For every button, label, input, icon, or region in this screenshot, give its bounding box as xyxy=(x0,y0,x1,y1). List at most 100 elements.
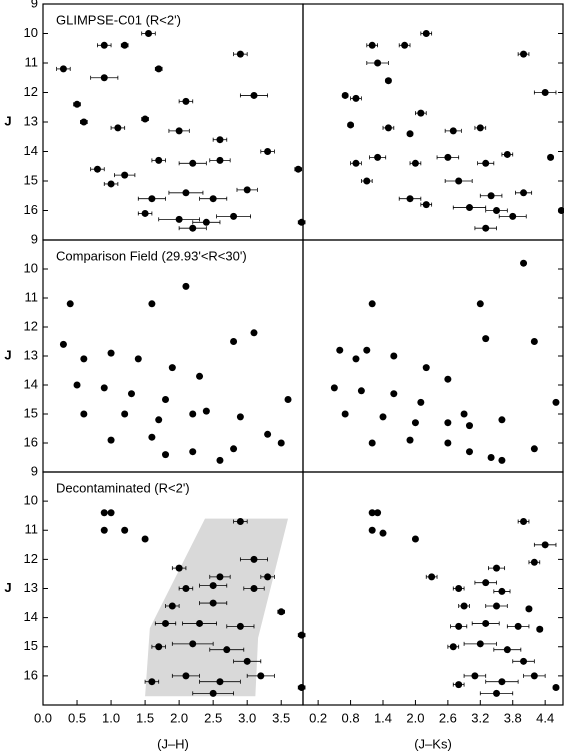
data-point xyxy=(336,346,344,354)
data-point xyxy=(107,436,115,444)
data-point xyxy=(487,192,495,200)
y-tick-label: 14 xyxy=(24,143,38,158)
data-point xyxy=(189,224,197,232)
data-point xyxy=(216,456,224,464)
data-point xyxy=(182,672,190,680)
data-point xyxy=(236,518,244,526)
x-tick-label: 1.4 xyxy=(374,710,392,725)
data-point xyxy=(482,224,490,232)
data-point xyxy=(196,619,204,627)
data-point xyxy=(406,195,414,203)
data-point xyxy=(121,526,129,534)
data-point xyxy=(155,643,163,651)
y-tick-label: 9 xyxy=(31,231,38,246)
data-point xyxy=(298,631,306,639)
data-point xyxy=(155,416,163,424)
y-tick-label: 15 xyxy=(24,405,38,420)
data-point xyxy=(175,564,183,572)
data-point xyxy=(530,672,538,680)
data-point xyxy=(80,118,88,126)
data-point xyxy=(347,121,355,129)
y-tick-label: 9 xyxy=(31,0,38,10)
data-point xyxy=(417,398,425,406)
data-point xyxy=(144,30,152,37)
data-point xyxy=(465,422,473,430)
data-point xyxy=(80,410,88,418)
data-point xyxy=(530,445,538,453)
x-tick-label: 2.6 xyxy=(439,710,457,725)
data-point xyxy=(428,573,436,581)
data-point xyxy=(59,65,67,73)
data-point xyxy=(384,77,392,85)
x-tick-label: 0.0 xyxy=(34,710,52,725)
data-point xyxy=(341,410,349,418)
x-axis-label: (J–H) xyxy=(157,736,189,751)
data-point xyxy=(148,300,156,308)
data-point xyxy=(390,390,398,398)
data-point xyxy=(503,150,511,158)
data-point xyxy=(357,387,365,395)
data-point xyxy=(352,355,360,363)
data-point xyxy=(127,390,135,398)
data-point xyxy=(352,159,360,167)
data-point xyxy=(264,430,272,438)
data-point xyxy=(100,41,108,49)
data-point xyxy=(162,396,170,403)
y-tick-label: 11 xyxy=(25,54,39,69)
y-tick-label: 15 xyxy=(24,638,38,653)
data-point xyxy=(352,94,360,102)
data-point xyxy=(243,186,251,194)
data-point xyxy=(406,436,414,444)
x-tick-label: 0.8 xyxy=(342,710,360,725)
data-point xyxy=(374,59,382,67)
data-point xyxy=(465,204,473,212)
data-point xyxy=(330,384,338,392)
data-point xyxy=(189,448,197,456)
data-point xyxy=(236,50,244,58)
data-point xyxy=(216,156,224,164)
data-point xyxy=(520,189,528,197)
data-point xyxy=(465,448,473,456)
y-tick-label: 10 xyxy=(24,25,38,40)
data-point xyxy=(449,127,457,135)
y-tick-label: 10 xyxy=(24,260,38,275)
y-tick-label: 9 xyxy=(31,463,38,478)
plot-frame xyxy=(302,3,564,241)
data-point xyxy=(264,148,272,155)
data-point xyxy=(514,622,522,630)
data-point xyxy=(298,684,306,692)
data-point xyxy=(487,454,495,461)
data-point xyxy=(100,509,108,517)
data-point xyxy=(209,195,217,203)
data-point xyxy=(471,672,479,680)
y-axis-label: J xyxy=(4,113,11,128)
y-tick-label: 12 xyxy=(24,84,38,99)
data-point xyxy=(541,541,549,549)
data-point xyxy=(552,398,560,406)
data-point xyxy=(250,585,258,592)
y-tick-label: 12 xyxy=(24,318,38,333)
data-point xyxy=(148,195,156,203)
panel-label: Decontaminated (R<2') xyxy=(56,480,190,495)
data-point xyxy=(368,41,376,49)
data-point xyxy=(66,300,74,308)
data-point xyxy=(107,180,115,188)
data-point xyxy=(182,585,190,592)
data-point xyxy=(493,689,501,697)
data-point xyxy=(368,509,376,517)
data-point xyxy=(363,346,371,354)
data-point xyxy=(93,165,101,173)
data-point xyxy=(520,518,528,526)
data-point xyxy=(444,375,452,383)
plot-frame xyxy=(302,239,564,473)
data-point xyxy=(530,338,538,345)
x-tick-label: 1.5 xyxy=(136,710,154,725)
data-point xyxy=(374,153,382,161)
panel-label: GLIMPSE-C01 (R<2') xyxy=(56,12,181,27)
data-point xyxy=(250,91,258,99)
data-point xyxy=(182,282,190,290)
data-point xyxy=(277,439,285,447)
y-tick-label: 12 xyxy=(24,551,38,566)
data-point xyxy=(114,124,122,132)
data-point xyxy=(444,153,452,161)
